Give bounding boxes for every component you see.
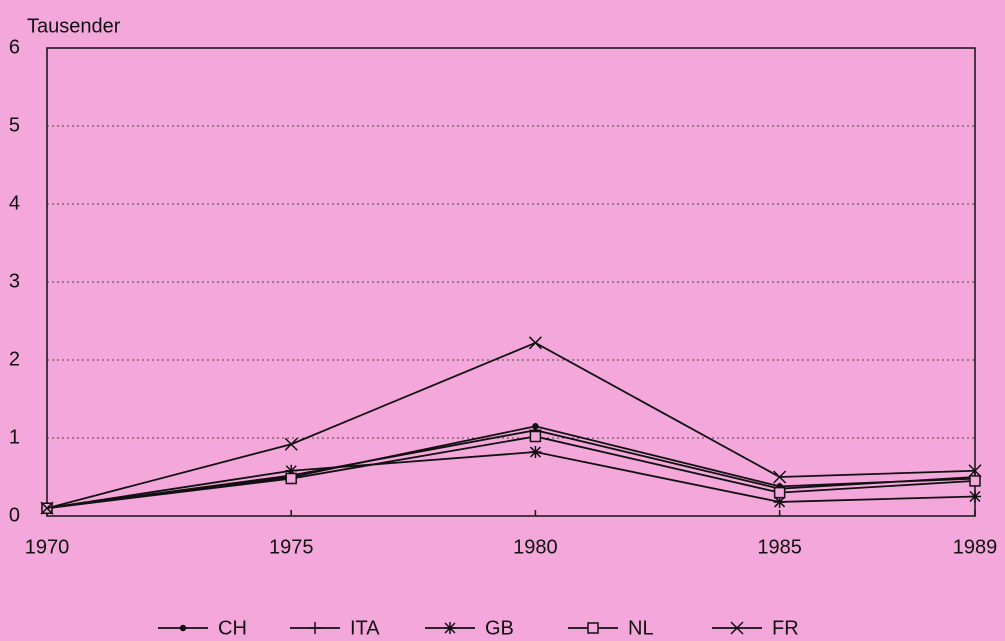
legend-label: CH bbox=[218, 617, 247, 639]
y-tick-label: 1 bbox=[9, 426, 20, 448]
plot-frame bbox=[46, 47, 976, 517]
marker bbox=[587, 622, 599, 634]
marker bbox=[969, 490, 981, 503]
legend-item: GB bbox=[425, 617, 514, 639]
marker bbox=[179, 624, 187, 632]
x-tick-label: 1970 bbox=[25, 536, 70, 558]
marker bbox=[968, 464, 982, 478]
x-tick-label: 1989 bbox=[953, 536, 998, 558]
marker bbox=[40, 501, 54, 515]
marker bbox=[773, 495, 786, 508]
legend-item: FR bbox=[712, 617, 799, 639]
legend-item: CH bbox=[158, 617, 247, 639]
legend-label: FR bbox=[772, 617, 799, 639]
x-tick-label: 1975 bbox=[269, 536, 314, 558]
marker bbox=[285, 464, 298, 477]
marker bbox=[284, 437, 298, 451]
marker bbox=[444, 622, 456, 634]
y-tick-label: 3 bbox=[9, 270, 20, 292]
legend-label: NL bbox=[628, 617, 654, 639]
y-tick-label: 6 bbox=[9, 36, 20, 58]
marker bbox=[529, 430, 542, 443]
y-tick-label: 4 bbox=[9, 192, 20, 214]
marker bbox=[528, 336, 542, 350]
legend-label: GB bbox=[485, 617, 514, 639]
y-axis-label: Tausender bbox=[27, 15, 121, 37]
marker bbox=[309, 622, 321, 634]
legend-item: NL bbox=[568, 617, 654, 639]
y-tick-label: 2 bbox=[9, 348, 20, 370]
marker bbox=[285, 472, 297, 485]
marker bbox=[529, 446, 542, 459]
y-tick-label: 5 bbox=[9, 114, 20, 136]
marker bbox=[773, 486, 786, 499]
marker bbox=[730, 621, 744, 635]
legend-item: ITA bbox=[290, 617, 380, 639]
marker bbox=[969, 475, 981, 487]
legend-label: ITA bbox=[350, 617, 380, 639]
x-tick-label: 1980 bbox=[513, 536, 558, 558]
x-tick-label: 1985 bbox=[757, 536, 802, 558]
marker bbox=[773, 470, 787, 484]
y-tick-label: 0 bbox=[9, 504, 20, 526]
